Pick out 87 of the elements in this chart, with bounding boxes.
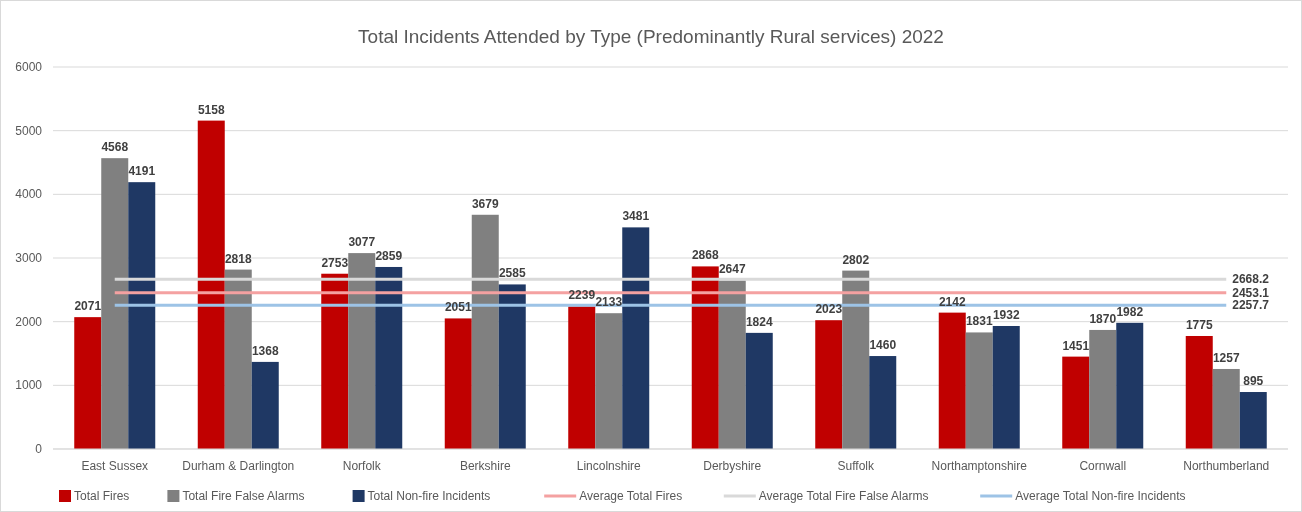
x-tick-label: East Sussex (81, 459, 149, 473)
bar (348, 253, 376, 449)
bar (471, 214, 499, 449)
data-label: 1870 (1089, 311, 1117, 326)
bar (224, 269, 252, 449)
bar (1062, 356, 1090, 449)
x-tick-label: Northamptonshire (931, 459, 1028, 473)
chart-title: Total Incidents Attended by Type (Predominantly Rural services) 2022 (358, 26, 944, 47)
bar (197, 120, 225, 449)
data-label: 2802 (842, 252, 870, 267)
data-label: 2051 (444, 300, 472, 315)
bar (869, 356, 897, 449)
bar (498, 284, 526, 449)
bar (842, 270, 870, 449)
bar (1212, 368, 1240, 449)
legend-label: Total Fire False Alarms (182, 489, 305, 503)
data-label: 1368 (251, 343, 279, 358)
data-label: 2023 (815, 302, 843, 317)
y-tick-label: 6000 (15, 60, 43, 74)
bar (375, 266, 403, 449)
bar (568, 306, 596, 449)
data-label: 2753 (321, 255, 349, 270)
bar (691, 266, 719, 449)
data-label: 4568 (101, 140, 129, 155)
y-tick-label: 0 (35, 442, 43, 456)
bar (1239, 392, 1267, 449)
data-label: 895 (1243, 374, 1264, 389)
data-label: 2585 (498, 266, 526, 281)
data-label: 2257.7 (1232, 298, 1270, 313)
data-label: 3679 (471, 196, 499, 211)
bar (965, 332, 993, 449)
y-tick-label: 4000 (15, 187, 43, 202)
y-tick-label: 1000 (15, 378, 43, 393)
bar (444, 318, 472, 449)
bar (74, 317, 102, 449)
legend-label: Average Total Fires (579, 489, 683, 503)
data-label: 1460 (869, 338, 897, 353)
legend-label: Average Total Non-fire Incidents (1015, 489, 1186, 503)
data-label: 5158 (197, 102, 225, 117)
x-tick-label: Berkshire (459, 459, 511, 473)
bar (718, 280, 746, 449)
data-label: 1982 (1116, 304, 1144, 319)
x-tick-label: Norfolk (342, 459, 382, 473)
bar (321, 273, 349, 449)
data-label: 2668.2 (1232, 272, 1270, 287)
data-label: 2453.1 (1232, 285, 1270, 300)
data-label: 2142 (938, 294, 966, 309)
bar (815, 320, 843, 449)
x-tick-label: Suffolk (837, 459, 875, 473)
data-label: 1932 (992, 308, 1020, 322)
bar (1116, 322, 1144, 449)
data-label: 1775 (1185, 317, 1213, 332)
data-label: 1824 (745, 314, 773, 329)
data-label: 2818 (224, 251, 252, 266)
x-tick-label: Derbyshire (703, 459, 762, 473)
data-label: 1257 (1212, 350, 1240, 365)
legend-label: Total Fires (74, 489, 130, 503)
data-label: 3077 (348, 235, 376, 250)
data-label: 2133 (595, 295, 623, 310)
data-label: 2071 (74, 299, 102, 314)
x-tick-label: Durham & Darlington (182, 459, 295, 473)
bar (595, 313, 623, 449)
data-label: 1451 (1062, 338, 1090, 353)
data-label: 1831 (965, 314, 993, 329)
bar (1089, 329, 1117, 449)
bar (101, 158, 129, 449)
data-label: 2239 (568, 288, 596, 303)
bar (251, 361, 279, 449)
y-tick-label: 2000 (15, 314, 43, 329)
x-tick-label: Lincolnshire (576, 459, 642, 473)
bar (1185, 335, 1213, 449)
legend-label: Total Non-fire Incidents (367, 489, 491, 503)
legend-label: Average Total Fire False Alarms (758, 489, 929, 503)
bar (622, 227, 650, 449)
y-tick-label: 5000 (15, 123, 43, 138)
data-label: 2868 (691, 248, 719, 263)
data-label: 4191 (128, 164, 156, 179)
x-tick-label: Cornwall (1079, 459, 1127, 473)
data-label: 2647 (718, 262, 746, 277)
bar (745, 332, 773, 449)
bar (992, 326, 1020, 449)
bar (128, 182, 156, 449)
bar (938, 312, 966, 449)
data-label: 3481 (622, 209, 650, 224)
data-label: 2859 (375, 248, 403, 263)
x-tick-label: Northumberland (1183, 459, 1270, 473)
y-tick-label: 3000 (15, 251, 43, 265)
